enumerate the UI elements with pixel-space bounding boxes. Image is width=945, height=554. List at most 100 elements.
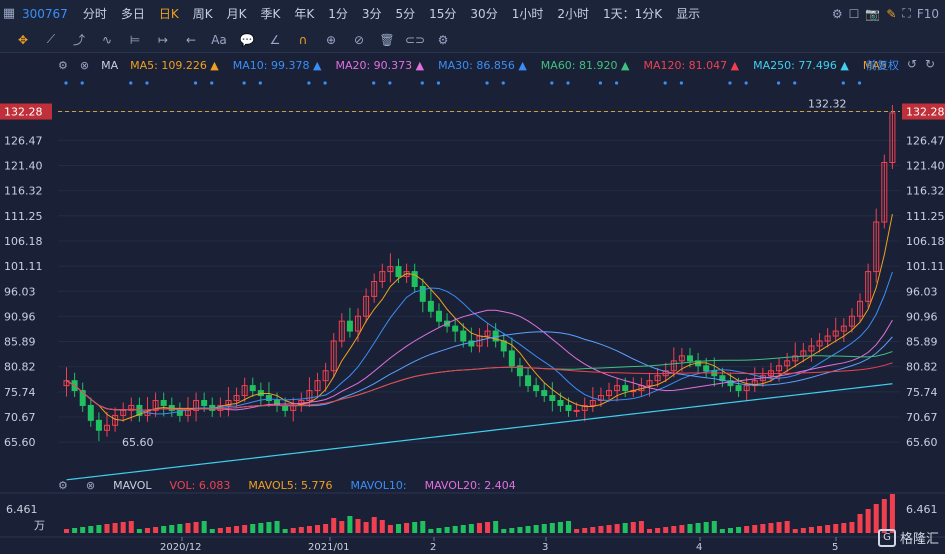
volume-bar xyxy=(719,529,725,533)
arrow-icon[interactable]: ← xyxy=(185,32,197,47)
candle-body xyxy=(241,385,248,397)
volume-bar xyxy=(468,524,474,533)
period-tab[interactable]: 1小时 xyxy=(511,7,544,21)
period-tab[interactable]: 2小时 xyxy=(557,7,589,21)
volume-bar xyxy=(784,521,790,533)
camera-icon[interactable]: 📷 xyxy=(865,6,881,21)
period-tab[interactable]: 季K xyxy=(260,7,281,21)
volume-axis-top-right: 6.461 xyxy=(906,503,938,516)
channel-icon[interactable]: ⊨ xyxy=(129,32,141,47)
stock-code[interactable]: 300767 xyxy=(22,6,68,21)
candle-body xyxy=(346,320,353,332)
edit-icon[interactable]: ✎ xyxy=(886,6,897,21)
volume-bar xyxy=(881,499,887,533)
candle-body xyxy=(646,380,653,387)
ma-close-icon[interactable]: ⊗ xyxy=(79,58,90,72)
volume-bar xyxy=(404,523,410,533)
volume-bar xyxy=(841,523,847,533)
period-tab[interactable]: 多日 xyxy=(120,7,145,21)
gear-icon[interactable]: ⚙ xyxy=(437,32,449,47)
period-tab[interactable]: 分时 xyxy=(82,7,107,21)
x-tick-label: 3 xyxy=(542,542,548,551)
period-tab[interactable]: 1天：1分K xyxy=(602,7,663,21)
text-icon[interactable]: Aa xyxy=(211,32,227,47)
volume-bar xyxy=(873,504,879,533)
volume-bar xyxy=(217,528,223,533)
crosshair-icon[interactable]: ✥ xyxy=(17,32,29,47)
vol-close-icon[interactable]: ⊗ xyxy=(85,478,96,492)
candle-body xyxy=(889,112,896,163)
ruler-icon[interactable]: ∠ xyxy=(269,32,281,47)
price-tick-right: 90.96 xyxy=(906,310,938,323)
volume-bar xyxy=(452,526,458,533)
f10-icon[interactable]: F10 xyxy=(916,6,939,21)
candle-body xyxy=(589,400,596,406)
comment-icon[interactable]: 💬 xyxy=(239,32,255,47)
volume-bar xyxy=(136,529,142,533)
ma-item: MA10: 99.378 ▲ xyxy=(232,58,322,72)
signal-dot xyxy=(776,81,781,85)
redo-icon[interactable]: ↻ xyxy=(924,57,935,71)
price-tick-right: 111.25 xyxy=(906,210,945,223)
period-tab[interactable]: 15分 xyxy=(429,7,457,21)
price-tick-right: 106.18 xyxy=(906,235,945,248)
volume-bar xyxy=(646,529,653,533)
delete-icon[interactable]: 🗑 xyxy=(379,32,395,47)
price-tick-left: 96.03 xyxy=(4,285,36,298)
volume-bar xyxy=(533,525,539,533)
magnet-icon[interactable]: ∩ xyxy=(298,32,308,47)
price-tick-right: 126.47 xyxy=(906,134,945,147)
period-tab[interactable]: 月K xyxy=(226,7,247,21)
period-tab[interactable]: 30分 xyxy=(470,7,498,21)
trend-icon[interactable]: ⤴ xyxy=(72,33,85,47)
volume-bar xyxy=(557,522,563,533)
hide-icon[interactable]: ⊘ xyxy=(353,32,365,47)
volume-bar xyxy=(274,521,280,533)
wave-icon[interactable]: ∿ xyxy=(101,32,113,47)
candle-body xyxy=(363,295,370,317)
line-icon[interactable]: ⟋ xyxy=(46,32,56,46)
candle-body xyxy=(816,340,823,347)
chart-area[interactable]: 132.28 132.28 126.47 126.47 121.40 121.40 116.… xyxy=(0,75,945,553)
period-tab[interactable]: 日K xyxy=(158,7,179,21)
period-tab[interactable]: 1分 xyxy=(328,7,348,21)
volume-bar xyxy=(306,526,312,533)
adjust-label[interactable]: 前复权 xyxy=(866,59,899,72)
link-icon[interactable]: ⊂⊃ xyxy=(404,32,426,47)
candle-body xyxy=(581,404,588,411)
signal-dot xyxy=(744,81,748,85)
grid-icon[interactable]: ▦ xyxy=(2,6,16,21)
candle-body xyxy=(840,325,847,332)
period-tab[interactable]: 3分 xyxy=(361,7,382,21)
watermark-logo-icon: G xyxy=(877,528,896,547)
drawing-toolbar: ✥ ⟋ ⤴ ∿ ⊨ ↦ ← Aa 💬 ∠ ∩ ⊕ ⊘ 🗑 ⊂⊃ ⚙ xyxy=(0,27,945,53)
volume-bar xyxy=(169,525,175,533)
candle-body xyxy=(452,325,459,332)
volume-bar xyxy=(574,529,580,533)
candle-body xyxy=(314,380,321,392)
signal-dot xyxy=(857,81,862,85)
period-tab[interactable]: 周K xyxy=(192,7,213,21)
period-tab[interactable]: 5分 xyxy=(395,7,416,21)
square-icon[interactable]: ☐ xyxy=(848,6,860,21)
candle-body xyxy=(622,385,629,392)
undo-icon[interactable]: ↺ xyxy=(906,57,917,71)
vol-settings-icon[interactable]: ⚙ xyxy=(58,478,68,492)
lock-icon[interactable]: ⊕ xyxy=(325,32,337,47)
kline-svg[interactable]: 132.28 132.28 126.47 126.47 121.40 121.40 116.… xyxy=(0,75,945,553)
measure-icon[interactable]: ↦ xyxy=(157,32,169,47)
fullscreen-icon[interactable]: ⛶ xyxy=(902,6,911,20)
candle-body xyxy=(541,390,548,397)
ma-settings-icon[interactable]: ⚙ xyxy=(58,58,68,72)
signal-dot xyxy=(793,81,797,85)
settings-icon[interactable]: ⚙ xyxy=(831,6,843,21)
candle-body xyxy=(265,395,272,401)
volume-bar xyxy=(768,523,774,533)
candle-body xyxy=(112,414,119,426)
period-tab[interactable]: 年K xyxy=(294,7,315,21)
period-tab[interactable]: 显示 xyxy=(676,7,701,21)
volume-bar xyxy=(549,523,555,533)
volume-bar xyxy=(128,521,134,533)
volume-bar xyxy=(347,516,353,533)
signal-dot xyxy=(615,81,619,85)
